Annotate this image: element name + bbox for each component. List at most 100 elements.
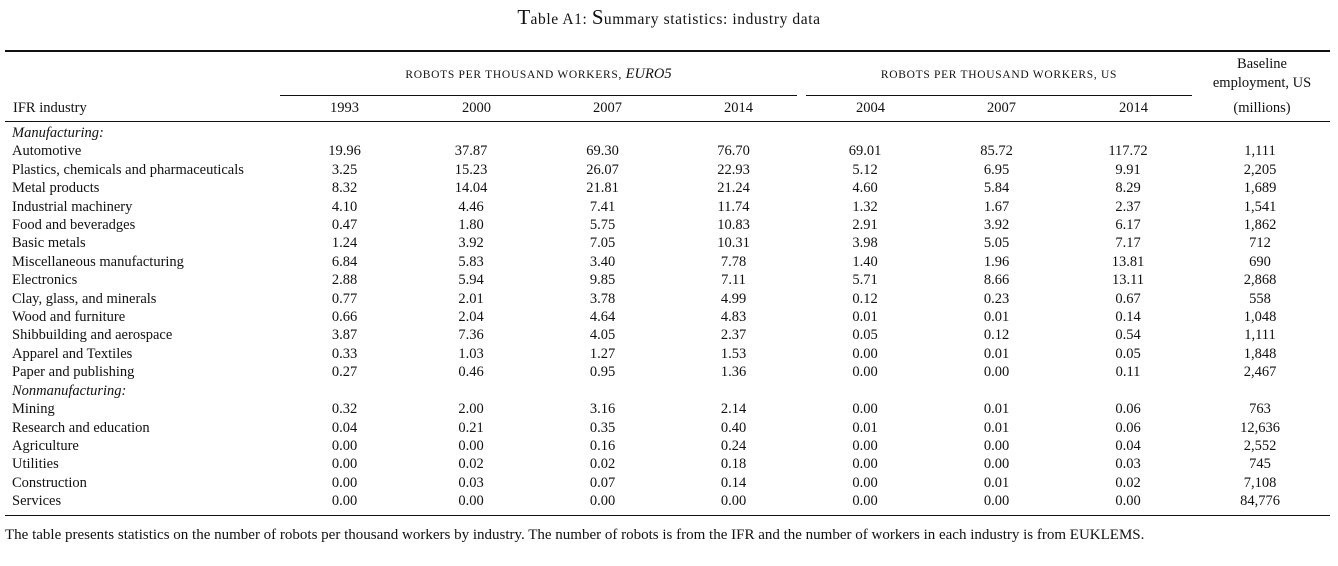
table-cell: 9.85 [589,272,616,289]
table-cell: 0.35 [589,419,616,436]
section-label: Manufacturing: [12,125,104,141]
table-row: Metal products 8.32 14.04 21.81 21.24 4.60 5.8… [12,179,1326,197]
table-cell: 0.00 [983,364,1010,381]
table-cell: 21.24 [717,180,750,197]
table-cell: 9.91 [1115,161,1141,178]
table-note: The table presents statistics on the num… [5,527,1145,543]
table-cell: 1.36 [720,364,747,381]
table-cell: 0.00 [852,493,878,510]
industry-name: Industrial machinery [12,198,133,215]
title-rest: able A1: [530,11,592,28]
table-cell: 0.00 [852,401,878,418]
industry-name: Mining [12,401,55,418]
table-cell: 0.01 [983,401,1010,418]
table-row: Basic metals 1.24 3.92 7.05 10.31 3.98 5.05 7.1… [12,234,1326,252]
table-cell: 0.40 [720,419,747,436]
table-cell: 0.01 [983,345,1010,362]
table-cell: 3.78 [589,290,616,307]
table-cell: 10.83 [717,217,750,234]
table-cell: 4.10 [331,198,358,215]
industry-name: Wood and furniture [12,309,126,326]
table-cell: 21.81 [586,180,619,197]
table-cell: 0.18 [720,456,747,473]
table-cell: 69.30 [586,143,619,160]
table-cell: 0.01 [983,309,1010,326]
table-cell: 5.12 [852,161,878,178]
industry-name: Research and education [12,419,150,436]
table-cell: 0.27 [331,364,358,381]
title-s-rest: ummary statistics: industry data [603,11,821,28]
table-cell: 3.98 [852,235,878,252]
column-header-industry: IFR industry [13,100,87,116]
table-cell: 0.21 [458,419,484,436]
table-cell: 0.07 [589,474,616,491]
table-cell: 0.46 [458,364,484,381]
table-cell: 1.03 [458,345,484,362]
table-row: Automotive 19.96 37.87 69.30 76.70 69.01 85.72… [12,142,1326,160]
table-cell: 2.01 [458,290,484,307]
column-header-year: 2007 [987,100,1016,116]
table-cell: 745 [1249,456,1271,473]
table-row: Construction 0.00 0.03 0.07 0.14 0.00 0.01 0.02… [12,474,1326,492]
table-cell: 1.27 [589,345,616,362]
table-cell: 19.96 [328,143,361,160]
table-cell: 0.54 [1115,327,1141,344]
table-cell: 0.12 [983,327,1010,344]
industry-name: Clay, glass, and minerals [12,290,157,307]
table-cell: 690 [1249,253,1271,270]
us-group-label: Robots per thousand workers, US [880,69,1118,81]
table-cell: 5.94 [458,272,484,289]
table-cell: 7.17 [1115,235,1141,252]
table-cell: 1,541 [1243,198,1277,215]
table-cell: 2.04 [458,309,484,326]
table-cell: 4.60 [852,180,878,197]
section-row: Nonmanufacturing: [12,382,1326,400]
table-row: Shibbuilding and aerospace 3.87 7.36 4.05 2.… [12,326,1326,344]
table-cell: 76.70 [717,143,750,160]
table-cell: 4.46 [458,198,484,215]
table-cell: 5.83 [458,253,484,270]
table-title: Table A1: Summary statistics: industry d… [0,5,1338,30]
table-cell: 0.32 [331,401,358,418]
baseline-header-line3: (millions) [1233,100,1291,116]
table-cell: 0.02 [458,456,484,473]
table-cell: 0.05 [1115,345,1141,362]
table-cell: 0.00 [331,456,358,473]
industry-name: Apparel and Textiles [12,345,133,362]
table-cell: 11.74 [717,198,750,215]
table-cell: 0.00 [852,474,878,491]
table-cell: 7.78 [720,253,747,270]
table-cell: 13.11 [1111,272,1145,289]
table-cell: 0.47 [331,217,358,234]
section-label: Nonmanufacturing: [12,382,127,399]
table-cell: 8.32 [331,180,358,197]
table-row: Plastics, chemicals and pharmaceuticals 3… [12,161,1326,179]
table-cell: 0.14 [720,474,747,491]
table-cell: 7.41 [589,198,616,215]
table-cell: 84,776 [1240,493,1280,510]
table-cell: 4.83 [720,309,747,326]
industry-name: Miscellaneous manufacturing [12,253,184,270]
table-cell: 4.99 [720,290,747,307]
us-group-header: Robots per thousand workers, US [806,66,1192,83]
table-cell: 7.36 [458,327,484,344]
table-cell: 0.00 [852,345,878,362]
table-cell: 15.23 [454,161,488,178]
table-cell: 0.00 [983,493,1010,510]
table-row: Agriculture 0.00 0.00 0.16 0.24 0.00 0.00 0.04 2… [12,437,1326,455]
table-cell: 0.16 [589,437,616,454]
column-header-year: 2014 [1119,100,1148,116]
table-row: Utilities 0.00 0.02 0.02 0.18 0.00 0.00 0.03 745 [12,455,1326,473]
column-header-year: 2007 [593,100,622,116]
table-row: Services 0.00 0.00 0.00 0.00 0.00 0.00 0.00 84,7… [12,492,1326,510]
industry-name: Construction [12,474,87,491]
table-cell: 0.06 [1115,419,1141,436]
table-cell: 2.00 [458,401,484,418]
table-cell: 0.03 [458,474,484,491]
table-cell: 0.00 [983,437,1010,454]
table-row: Miscellaneous manufacturing 6.84 5.83 3.40 7… [12,253,1326,271]
table-cell: 3.92 [458,235,484,252]
table-cell: 0.02 [589,456,616,473]
column-header-year: 2014 [724,100,753,116]
table-cell: 8.66 [983,272,1010,289]
